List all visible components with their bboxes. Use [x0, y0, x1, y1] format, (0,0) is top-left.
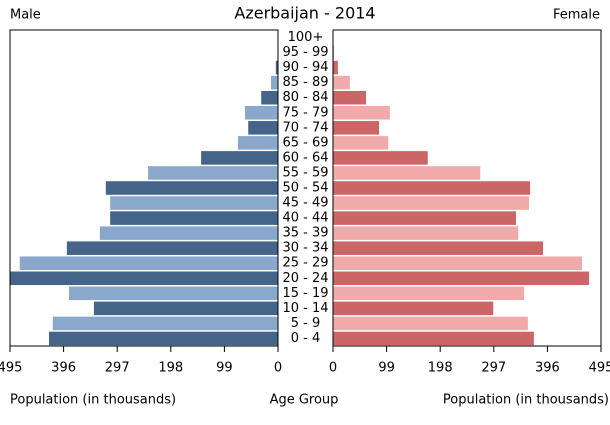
- x-tick-label: 495: [589, 361, 610, 376]
- category-label: 10 - 14: [282, 301, 328, 316]
- bar: [270, 75, 278, 90]
- bar: [333, 105, 390, 120]
- x-tick-label: 396: [535, 361, 560, 376]
- bar: [52, 316, 279, 331]
- bar: [333, 45, 335, 60]
- bar: [244, 105, 278, 120]
- category-label: 85 - 89: [282, 75, 328, 90]
- category-label: 80 - 84: [282, 90, 328, 105]
- bar: [333, 271, 590, 286]
- bar: [333, 166, 481, 180]
- bar: [333, 316, 528, 331]
- bar: [333, 151, 428, 165]
- bar: [333, 90, 367, 105]
- x-tick-label: 198: [158, 361, 183, 376]
- bar: [110, 211, 278, 225]
- category-label: 40 - 44: [282, 211, 328, 226]
- category-axis-label: Age Group: [270, 393, 339, 408]
- x-tick-label: 198: [428, 361, 453, 376]
- category-label: 25 - 29: [282, 256, 328, 271]
- category-label: 0 - 4: [291, 331, 321, 346]
- category-label: 50 - 54: [282, 181, 328, 196]
- x-tick-label: 396: [51, 361, 76, 376]
- x-tick-label: 99: [216, 361, 233, 376]
- right-series-name: Female: [553, 8, 600, 23]
- bar: [333, 286, 525, 301]
- category-label: 20 - 24: [282, 271, 328, 286]
- bar: [148, 166, 278, 180]
- category-label: 30 - 34: [282, 241, 328, 256]
- bar: [333, 256, 583, 271]
- bar: [237, 136, 278, 150]
- category-label: 60 - 64: [282, 150, 328, 165]
- category-label: 75 - 79: [282, 105, 328, 120]
- bar: [248, 121, 278, 135]
- category-label: 15 - 19: [282, 286, 328, 301]
- category-label: 90 - 94: [282, 60, 328, 75]
- bar: [333, 301, 494, 316]
- category-label: 45 - 49: [282, 196, 328, 211]
- bar: [333, 181, 531, 195]
- bar: [333, 136, 389, 150]
- bar: [275, 60, 278, 75]
- chart-title: Azerbaijan - 2014: [234, 4, 375, 23]
- bar: [105, 181, 279, 195]
- plot-frame: [332, 29, 602, 347]
- x-tick-label: 0: [329, 361, 337, 376]
- bar: [333, 75, 350, 90]
- bar: [93, 301, 278, 316]
- bar: [261, 90, 278, 105]
- bar: [48, 331, 279, 346]
- bar: [66, 241, 279, 255]
- bar: [99, 226, 278, 240]
- bar: [333, 196, 529, 210]
- category-label: 65 - 69: [282, 135, 328, 150]
- bar: [333, 211, 516, 225]
- plot-frame: [9, 29, 279, 347]
- category-label: 95 - 99: [282, 45, 328, 60]
- category-label: 70 - 74: [282, 120, 328, 135]
- left-axis-label: Population (in thousands): [10, 393, 176, 408]
- bar: [333, 226, 519, 240]
- bar: [333, 60, 338, 75]
- x-tick-label: 99: [378, 361, 395, 376]
- bar: [19, 256, 279, 271]
- x-tick-label: 297: [481, 361, 506, 376]
- category-label: 35 - 39: [282, 226, 328, 241]
- category-label: 5 - 9: [291, 316, 321, 331]
- bar: [333, 331, 534, 346]
- category-label: 55 - 59: [282, 165, 328, 180]
- bar: [201, 151, 278, 165]
- bar: [333, 121, 380, 135]
- right-axis-label: Population (in thousands): [443, 393, 609, 408]
- category-label: 100+: [288, 30, 324, 45]
- left-series-name: Male: [10, 8, 41, 23]
- bar: [69, 286, 278, 301]
- x-tick-label: 0: [274, 361, 282, 376]
- bar: [333, 241, 544, 255]
- bar: [110, 196, 278, 210]
- bar: [10, 271, 278, 286]
- x-tick-label: 297: [105, 361, 130, 376]
- x-tick-label: 495: [0, 361, 22, 376]
